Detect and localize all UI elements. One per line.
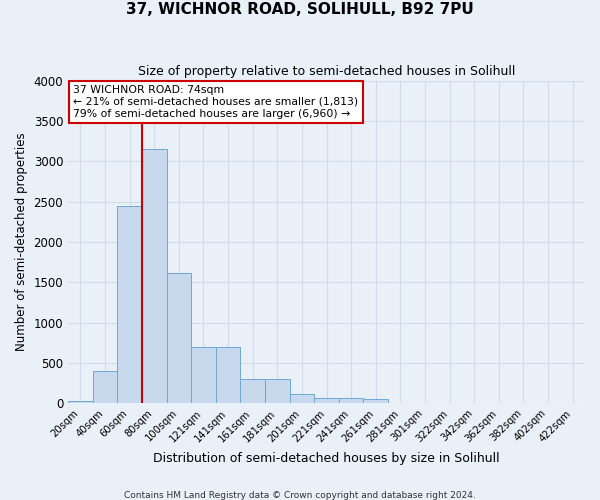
Bar <box>142 149 167 403</box>
Bar <box>339 398 364 403</box>
Bar <box>117 206 142 403</box>
Bar <box>167 272 191 403</box>
Bar <box>241 379 265 403</box>
Bar <box>92 371 117 403</box>
Bar <box>314 398 339 403</box>
Y-axis label: Number of semi-detached properties: Number of semi-detached properties <box>15 132 28 351</box>
Title: Size of property relative to semi-detached houses in Solihull: Size of property relative to semi-detach… <box>138 65 515 78</box>
Text: 37, WICHNOR ROAD, SOLIHULL, B92 7PU: 37, WICHNOR ROAD, SOLIHULL, B92 7PU <box>126 2 474 18</box>
Text: 37 WICHNOR ROAD: 74sqm
← 21% of semi-detached houses are smaller (1,813)
79% of : 37 WICHNOR ROAD: 74sqm ← 21% of semi-det… <box>73 86 358 118</box>
Bar <box>265 379 290 403</box>
X-axis label: Distribution of semi-detached houses by size in Solihull: Distribution of semi-detached houses by … <box>153 452 500 465</box>
Bar <box>68 401 92 403</box>
Bar <box>290 394 314 403</box>
Bar <box>364 398 388 403</box>
Text: Contains HM Land Registry data © Crown copyright and database right 2024.: Contains HM Land Registry data © Crown c… <box>124 490 476 500</box>
Bar <box>216 346 241 403</box>
Bar <box>191 346 216 403</box>
